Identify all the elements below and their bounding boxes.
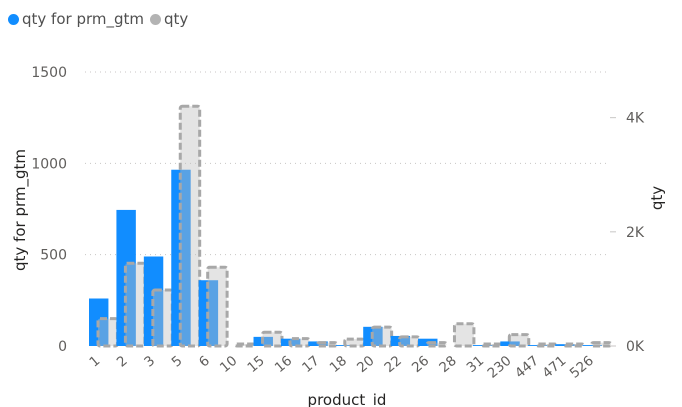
x-axis-title: product_id xyxy=(308,391,387,407)
legend-marker-qty xyxy=(150,13,161,25)
x-tick-label-6: 6 xyxy=(196,353,213,371)
x-tick-label-471: 471 xyxy=(539,353,569,382)
bar-qty-15 xyxy=(261,330,284,348)
y-axis-right-title: qty xyxy=(648,186,666,210)
x-tick-label-526: 526 xyxy=(567,353,597,382)
bar-qty-17 xyxy=(315,341,339,348)
y-left-tick-label-1: 500 xyxy=(40,248,67,264)
x-tick-label-18: 18 xyxy=(327,353,350,376)
bar-qty-5 xyxy=(178,104,202,348)
x-tick-label-10: 10 xyxy=(217,353,240,376)
x-tick-label-5: 5 xyxy=(169,353,186,371)
bar-qty-3 xyxy=(151,288,174,348)
legend-label-qty: qty xyxy=(164,10,189,28)
y-right-tick-label-2: 4K xyxy=(626,111,645,127)
legend-item-qty[interactable]: qty xyxy=(150,10,188,28)
bar-qty-20 xyxy=(370,325,394,348)
x-tick-label-447: 447 xyxy=(512,353,542,382)
x-tick-label-230: 230 xyxy=(485,353,515,382)
y-left-tick-label-0: 0 xyxy=(58,339,67,355)
legend-marker-qty-for-prm-gtm xyxy=(8,13,19,25)
x-tick-label-28: 28 xyxy=(436,353,459,376)
bar-qty-16 xyxy=(288,337,311,348)
bars xyxy=(89,104,613,348)
bar-qty-31 xyxy=(480,342,503,348)
x-tick-label-26: 26 xyxy=(409,353,432,376)
bar-qty-2 xyxy=(123,261,147,348)
legend: qty for prm_gtm qty xyxy=(8,8,194,30)
bar-qty-1 xyxy=(96,317,119,348)
bar-qty-26 xyxy=(425,341,448,348)
bar-qty-447 xyxy=(535,342,558,348)
bar-qty-230 xyxy=(507,333,531,348)
y-right-tick-label-0: 0K xyxy=(626,339,645,355)
x-tick-label-15: 15 xyxy=(244,353,267,376)
bar-qty-526 xyxy=(590,341,613,348)
bar-qty-for-prm-gtm-230 xyxy=(500,341,520,346)
x-tick-label-31: 31 xyxy=(464,353,487,376)
x-tick-label-1: 1 xyxy=(86,353,103,371)
legend-label-qty-for-prm-gtm: qty for prm_gtm xyxy=(22,10,144,28)
y-left-tick-label-2: 1000 xyxy=(31,156,67,172)
gridlines xyxy=(85,71,606,256)
y-right-tick-label-1: 2K xyxy=(626,225,645,241)
x-tick-label-17: 17 xyxy=(299,353,322,376)
bar-qty-18 xyxy=(343,337,366,348)
x-tick-label-3: 3 xyxy=(141,353,158,371)
x-tick-label-22: 22 xyxy=(381,353,404,376)
x-tick-label-20: 20 xyxy=(354,353,377,376)
bar-qty-22 xyxy=(398,335,421,348)
bar-qty-28 xyxy=(452,322,476,348)
bar-qty-6 xyxy=(206,265,229,348)
bar-qty-for-prm-gtm-526 xyxy=(582,345,602,346)
bar-qty-471 xyxy=(562,342,586,348)
y-axis-left-title: qty for prm_gtm xyxy=(11,149,30,271)
x-tick-label-2: 2 xyxy=(114,353,131,371)
x-tick-label-16: 16 xyxy=(272,353,295,376)
legend-item-qty-for-prm-gtm[interactable]: qty for prm_gtm xyxy=(8,10,144,28)
bar-qty-for-prm-gtm-17 xyxy=(308,341,328,346)
bar-qty-10 xyxy=(233,342,257,348)
bar-qty-for-prm-gtm-22 xyxy=(390,335,411,346)
y-left-tick-label-3: 1500 xyxy=(31,65,67,81)
